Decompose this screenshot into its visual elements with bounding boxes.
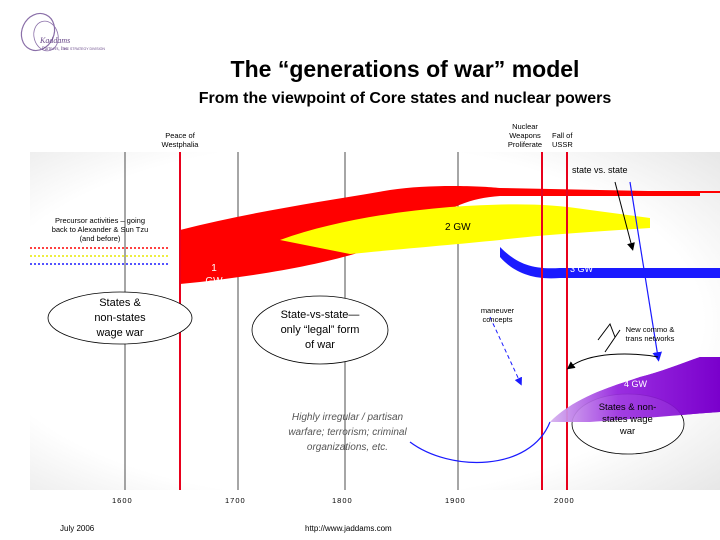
states-nonstates-ellipse (47, 291, 193, 345)
gw1-label: 1 GW (200, 262, 228, 288)
tick-1800: 1800 (332, 496, 353, 505)
gw4-band-front (550, 357, 720, 422)
states-nonstates-right-line2: states wage (602, 414, 653, 425)
event-nuclear-line2: Weapons (509, 131, 541, 140)
states-nonstates-line1: States & (99, 297, 141, 309)
gw4-label: 4 GW (624, 379, 648, 389)
event-ussr-line1: Fall of (552, 131, 573, 140)
state-only-line1: State-vs-state— (280, 309, 360, 321)
precursor-label: Precursor activities – going back to Ale… (30, 216, 170, 243)
states-nonstates-line3: wage war (96, 327, 144, 339)
precursor-line3: (and before) (79, 234, 121, 243)
tick-1900: 1900 (445, 496, 466, 505)
states-nonstates-right-line1: States & non- (598, 402, 657, 413)
footer-url[interactable]: http://www.jaddams.com (305, 524, 392, 533)
tick-1700: 1700 (225, 496, 246, 505)
gw3-band (500, 247, 720, 279)
gw1-label-line2: GW (205, 276, 223, 287)
irregular-line2: warfare; terrorism; criminal (288, 427, 407, 438)
logo-tagline: THE STRATEGY DIVISION (62, 47, 105, 51)
maneuver-arrow (489, 316, 522, 386)
event-westphalia: Peace of Westphalia (155, 131, 205, 149)
state-only-label: State-vs-state— only “legal” form of war (260, 308, 380, 353)
maneuver-line2: concepts (482, 315, 513, 324)
state-only-line2: only “legal” form (280, 324, 360, 336)
gw2-label: 2 GW (445, 222, 471, 233)
irregular-arrow (409, 421, 551, 464)
new-commo-pointer (604, 329, 621, 353)
gw2-band (280, 204, 650, 254)
event-westphalia-line2: Westphalia (161, 140, 199, 149)
gw1-band (180, 186, 700, 284)
event-ussr-line2: USSR (552, 140, 573, 149)
event-nuclear-line3: Proliferate (507, 140, 543, 149)
state-vs-state-arrow-blue (629, 181, 662, 362)
states-nonstates-right-label: States & non- states wage war (585, 402, 670, 438)
maneuver-label: maneuver concepts (470, 306, 525, 324)
precursor-line1: Precursor activities – going (54, 216, 146, 225)
state-only-line3: of war (305, 339, 335, 351)
state-only-ellipse (251, 295, 389, 365)
maneuver-line1: maneuver (480, 306, 515, 315)
jaddams-logo: Kaddams Partners, Inc. THE STRATEGY DIVI… (20, 12, 105, 52)
gw1-label-line1: 1 (211, 263, 217, 274)
footer-date: July 2006 (60, 524, 95, 533)
event-nuclear: Nuclear Weapons Proliferate (500, 122, 550, 149)
logo-line1: Kaddams (39, 36, 70, 45)
new-commo-line1: New commo & (625, 325, 675, 334)
irregular-line3: organizations, etc. (306, 442, 389, 453)
page-subtitle: From the viewpoint of Core states and nu… (198, 90, 612, 107)
event-ussr: Fall of USSR (552, 131, 592, 149)
states-nonstates-right-line3: war (619, 426, 636, 437)
generations-diagram (30, 152, 720, 490)
event-westphalia-line1: Peace of (165, 131, 195, 140)
irregular-label: Highly irregular / partisan warfare; ter… (255, 410, 440, 455)
states-nonstates-label: States & non-states wage war (45, 296, 195, 341)
state-vs-state-label: state vs. state (572, 165, 628, 175)
tick-1600: 1600 (112, 496, 133, 505)
precursor-line2: back to Alexander & Sun Tzu (51, 225, 149, 234)
new-commo-line2: trans networks (625, 334, 675, 343)
new-commo-label: New commo & trans networks (615, 325, 685, 343)
state-vs-state-arrow (614, 181, 635, 251)
page-title: The “generations of war” model (230, 56, 580, 82)
tick-2000: 2000 (554, 496, 575, 505)
new-commo-zigzag (597, 322, 616, 341)
new-commo-arrow (566, 353, 659, 370)
event-nuclear-line1: Nuclear (512, 122, 538, 131)
states-nonstates-line2: non-states (94, 312, 146, 324)
logo-line2: Partners, Inc. (42, 47, 69, 52)
irregular-line1: Highly irregular / partisan (291, 412, 404, 423)
gw3-label: 3 GW (570, 264, 594, 274)
